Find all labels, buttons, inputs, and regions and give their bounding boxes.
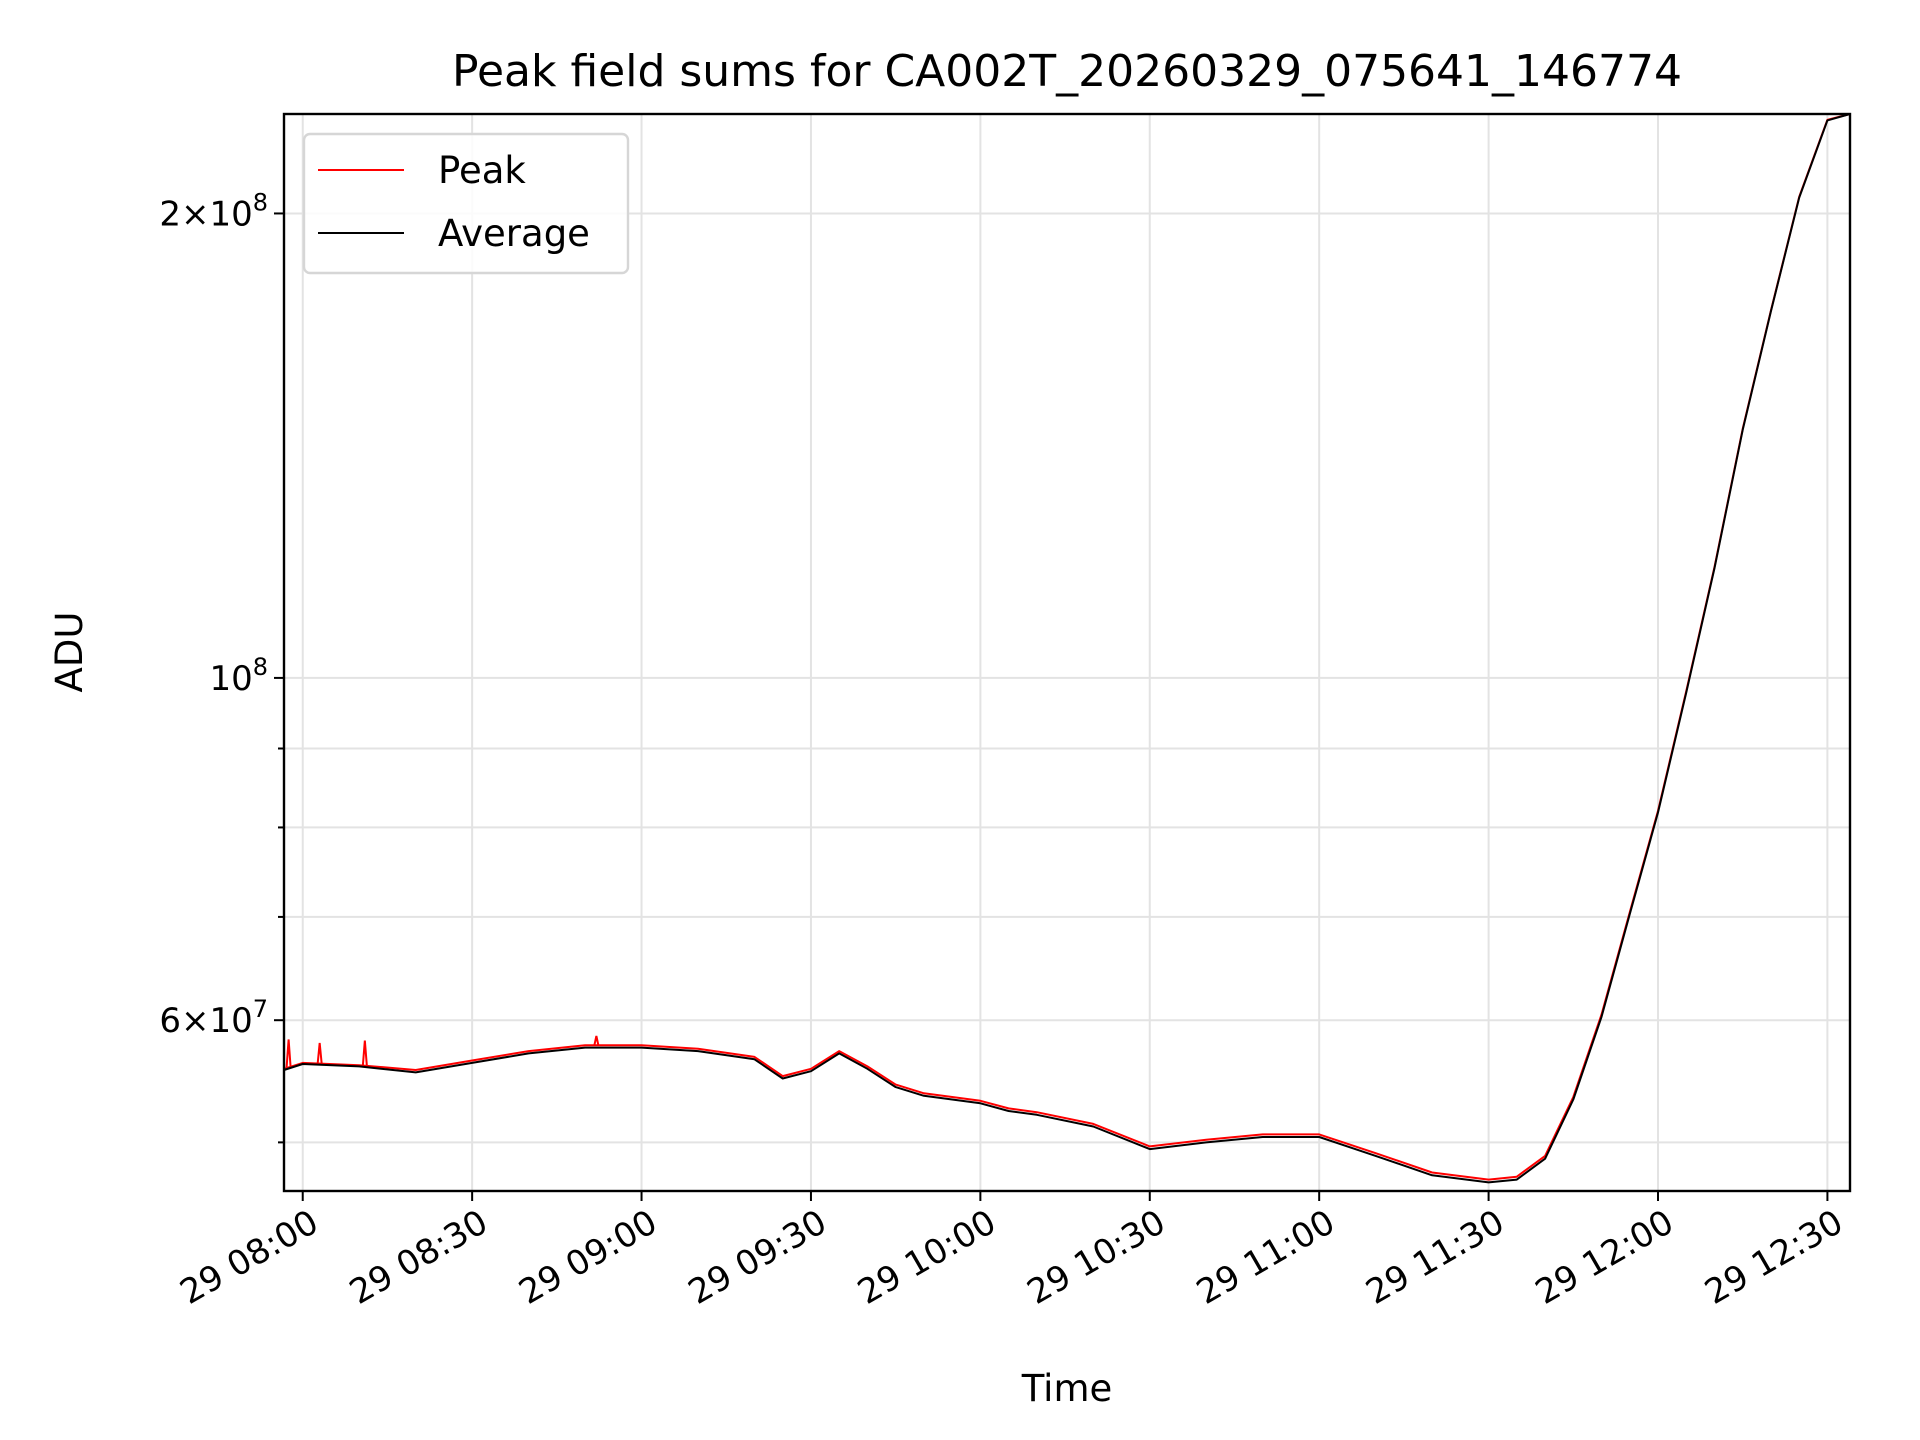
y-tick-label: 6×107 — [159, 995, 268, 1041]
y-tick-label: 108 — [209, 653, 268, 699]
y-axis: 6×107 108 2×108 — [159, 188, 284, 1144]
legend-label-average: Average — [438, 212, 590, 255]
plot-frame — [282, 112, 1852, 1193]
y-axis-label: ADU — [48, 612, 91, 693]
series-spike-peak — [285, 1039, 292, 1068]
legend: Peak Average — [302, 132, 630, 275]
legend-label-peak: Peak — [438, 149, 526, 192]
series-line-average — [283, 113, 1851, 1184]
y-tick-label: 2×108 — [159, 188, 268, 234]
legend-box — [302, 132, 630, 275]
chart-title: Peak field sums for CA002T_20260329_0756… — [452, 46, 1682, 97]
x-axis-label: Time — [1021, 1367, 1113, 1410]
series-spike-peak — [593, 1035, 600, 1046]
series-layer — [283, 113, 1851, 1184]
series-spike-peak — [316, 1042, 323, 1064]
grid — [284, 114, 1850, 1191]
series-average — [283, 113, 1851, 1184]
series-spike-peak — [361, 1040, 368, 1066]
